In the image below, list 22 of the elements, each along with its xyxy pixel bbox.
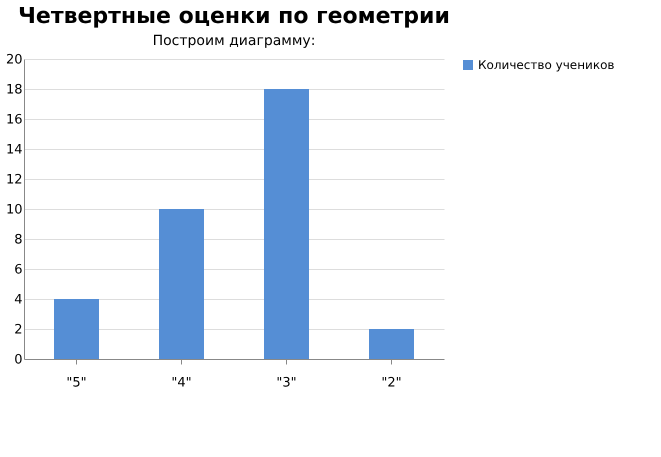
y-tick-label: 20 <box>6 52 22 68</box>
x-tick-label: "3" <box>276 376 297 390</box>
x-tick-label: "4" <box>171 376 192 390</box>
x-tick-label: "2" <box>381 376 402 390</box>
text: Построим диаграмму: <box>152 33 316 49</box>
bar <box>369 329 414 359</box>
y-tick-label: 4 <box>14 292 22 308</box>
y-tick-label: 18 <box>6 82 22 98</box>
bar <box>264 89 309 359</box>
y-tick-label: 12 <box>6 172 22 188</box>
y-tick-label: 2 <box>14 322 22 338</box>
legend-label: Количество учеников <box>478 58 614 72</box>
y-tick-label: 10 <box>6 202 22 218</box>
chart-title: Четвертные оценки по геометрии <box>18 4 450 29</box>
y-tick-label: 0 <box>14 352 22 368</box>
x-tick-label: "5" <box>66 376 87 390</box>
y-tick-label: 14 <box>6 142 22 158</box>
y-tick-label: 16 <box>6 112 22 128</box>
bar <box>54 299 99 359</box>
y-tick-label: 6 <box>14 262 22 278</box>
bar <box>159 209 204 359</box>
y-tick-label: 8 <box>14 232 22 248</box>
